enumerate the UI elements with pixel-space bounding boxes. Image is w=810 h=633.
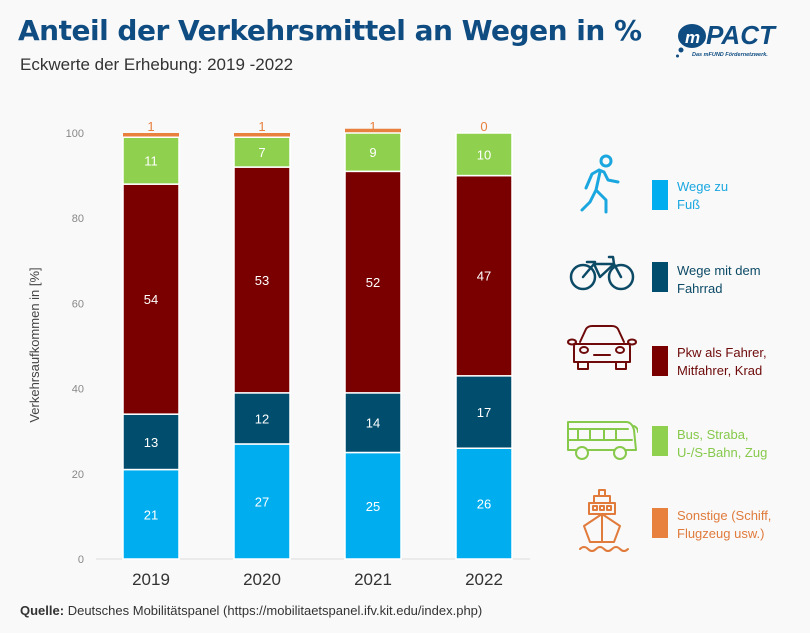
legend-label-line: Mitfahrer, Krad [677,363,763,378]
bar-value-label: 1 [258,119,265,134]
bar-value-label: 7 [258,145,265,160]
bar-value-label: 17 [477,405,491,420]
legend-item-other: Sonstige (Schiff, Flugzeug usw.) [566,486,806,566]
bar-segment [344,170,402,394]
bar-value-label: 11 [144,154,158,169]
logo-prefix: m [685,28,700,47]
y-axis-label: Verkehrsaufkommen in [%] [27,267,42,422]
bar-value-label: 0 [480,119,487,134]
legend-label: Wege zu Fuß [677,178,728,214]
bar-segment [233,392,291,445]
bar-segment [344,392,402,454]
legend-label: Wege mit dem Fahrrad [677,262,761,298]
y-tick-label: 60 [72,298,84,310]
x-tick-label: 2022 [465,570,503,589]
bar-value-label: 25 [366,499,380,514]
bar-value-label: 13 [144,435,158,450]
bar-value-label: 1 [369,119,376,134]
source-label: Quelle: [20,603,65,618]
source-text: Deutsches Mobilitätspanel (https://mobil… [67,603,483,618]
bar-segment [345,128,401,133]
bar-segment [344,451,402,560]
legend-label-line: Fahrrad [677,281,723,296]
legend-label: Sonstige (Schiff, Flugzeug usw.) [677,507,771,543]
y-tick-label: 40 [72,384,84,396]
legend-label-line: Wege zu [677,179,729,194]
legend-item-walk: Wege zu Fuß [566,150,806,230]
logo-dot-2 [676,54,679,58]
bicycle-icon [569,255,635,291]
bar-value-label: 12 [255,411,269,426]
legend-swatch [652,346,668,376]
bar-segment [344,132,402,173]
x-tick-label: 2020 [243,570,281,589]
legend-swatch [652,180,668,210]
legend-label: Pkw als Fahrer, Mitfahrer, Krad [677,344,767,380]
legend-label-line: U-/S-Bahn, Zug [677,445,768,460]
bar-value-label: 53 [255,273,269,288]
chart-subtitle: Eckwerte der Erhebung: 2019 -2022 [20,55,294,74]
y-tick-label: 20 [72,469,84,481]
bar-segment [455,132,513,177]
legend-label-line: Bus, Straba, [677,427,749,442]
bar-segment [233,166,291,394]
x-axis: 2019 2020 2021 2022 [132,570,503,589]
legend-label-line: Sonstige (Schiff, [677,508,772,523]
bar-value-label: 9 [369,145,376,160]
y-tick-label: 100 [66,128,84,140]
legend-label-line: Fuß [677,197,701,212]
legend-item-car: Pkw als Fahrer, Mitfahrer, Krad [566,322,806,402]
logo-tagline: Das mFUND Fördernetzwerk. [692,52,768,58]
mpact-logo: m PACT Das mFUND Fördernetzwerk. [676,20,777,58]
logo-dot-1 [678,47,684,53]
bar-value-label: 27 [255,494,269,509]
bar-segment [234,133,290,137]
bar-segment [455,174,513,377]
bar-value-label: 26 [477,497,491,512]
bus-icon [567,421,638,460]
source-note: Quelle: Deutsches Mobilitätspanel (https… [20,603,482,618]
bar-segment [123,133,179,137]
y-axis: 0 20 40 60 80 100 [66,128,84,566]
bar-value-label: 14 [366,416,380,431]
ship-icon [579,489,629,552]
legend-swatch [652,508,668,538]
bar-segment [233,136,291,168]
legend-label-line: Wege mit dem [677,263,761,278]
legend-label-line: Flugzeug usw.) [677,526,765,541]
bar-segment [122,136,180,185]
chart-title: Anteil der Verkehrsmittel an Wegen in % [18,14,642,47]
legend-swatch [652,426,668,456]
logo-brand: PACT [706,20,777,50]
bar-value-label: 1 [147,119,154,134]
bar-segment [122,183,180,415]
bar-value-label: 21 [144,507,158,522]
y-tick-label: 80 [72,213,84,225]
bar-value-label: 54 [144,292,158,307]
legend-item-bus: Bus, Straba, U-/S-Bahn, Zug [566,418,806,498]
x-tick-label: 2019 [132,570,170,589]
legend-swatch [652,262,668,292]
bar-segment [455,375,513,449]
bar-value-label: 47 [477,269,491,284]
car-icon [567,325,637,370]
bar-segment [122,413,180,471]
legend-item-bike: Wege mit dem Fahrrad [566,250,806,330]
bar-value-label: 10 [477,147,491,162]
y-tick-label: 0 [78,554,84,566]
legend-label: Bus, Straba, U-/S-Bahn, Zug [677,426,767,462]
legend-label-line: Pkw als Fahrer, [677,345,767,360]
x-tick-label: 2021 [354,570,392,589]
bar-value-label: 52 [366,275,380,290]
logo-bubble [678,24,706,48]
walking-person-icon [580,154,620,214]
